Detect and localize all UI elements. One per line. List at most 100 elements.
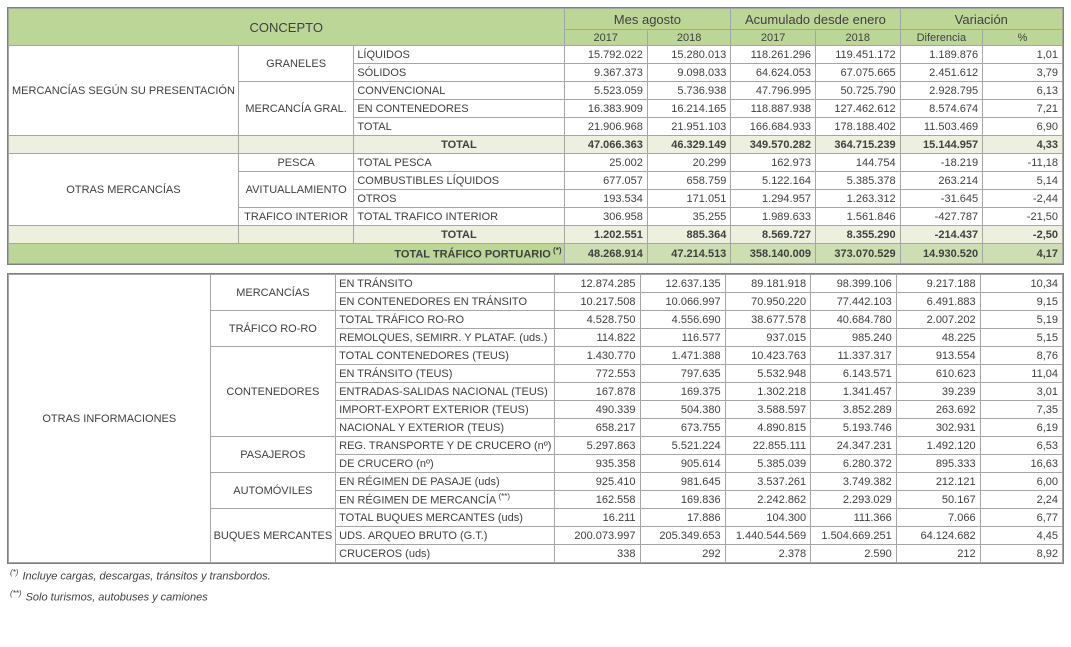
value-cell: 3.537.261 xyxy=(724,472,812,491)
value-cell: -18.219 xyxy=(899,153,984,172)
value-cell: 104.300 xyxy=(724,508,812,527)
table-row: OTRAS INFORMACIONES MERCANCÍAS EN TRÁNSITO… xyxy=(8,274,1064,563)
value-cell: 4,45 xyxy=(979,526,1064,545)
value-cell: 127.462.612 xyxy=(814,99,901,118)
value-cell: 673.755 xyxy=(639,418,726,437)
value-cell: 64.624.053 xyxy=(730,63,816,82)
value-cell: -21,50 xyxy=(982,207,1063,226)
value-cell: 263.692 xyxy=(895,400,981,419)
row-label: LÍQUIDOS xyxy=(353,45,565,64)
table-row: DE CRUCERO (nº) 935.358 905.614 5.385.039 6.… xyxy=(9,454,1064,473)
value-cell: 1.504.669.251 xyxy=(810,526,897,545)
value-cell: -427.787 xyxy=(899,207,984,226)
footnote-marker: (**) xyxy=(496,492,511,502)
value-cell: 8,92 xyxy=(979,544,1064,563)
value-cell: -31.645 xyxy=(899,189,984,208)
table-row: IMPORT-EXPORT EXTERIOR (TEUS) 490.339 504.… xyxy=(9,400,1064,419)
table-row: UDS. ARQUEO BRUTO (G.T.) 200.073.997 205.3… xyxy=(9,526,1064,545)
value-cell: 47.796.995 xyxy=(730,81,816,100)
empty-cell xyxy=(237,135,355,154)
value-cell: 9.217.188 xyxy=(895,274,981,293)
value-cell: 2.242.862 xyxy=(724,490,812,509)
value-cell: 14.930.520 xyxy=(899,243,984,264)
value-cell: 9,15 xyxy=(979,292,1064,311)
group-cell: OTRAS MERCANCÍAS xyxy=(8,153,239,226)
other-information-body: OTRAS INFORMACIONES MERCANCÍAS EN TRÁNSITO… xyxy=(8,274,1064,563)
value-cell: 5,15 xyxy=(979,328,1064,347)
value-cell: 10.423.763 xyxy=(724,346,812,365)
value-cell: 1.263.312 xyxy=(814,189,901,208)
col-header-percent: % xyxy=(982,29,1063,46)
value-cell: 17.886 xyxy=(639,508,726,527)
value-cell: 772.553 xyxy=(554,364,641,383)
value-cell: 16.211 xyxy=(554,508,641,527)
col-header-2017-month: 2017 xyxy=(563,29,648,46)
value-cell: 9.367.373 xyxy=(563,63,648,82)
value-cell: 5.523.059 xyxy=(563,81,648,100)
value-cell: 937.015 xyxy=(724,328,812,347)
subgroup-cell: TRÁFICO RO-RO xyxy=(209,310,337,347)
col-header-difference: Diferencia xyxy=(899,29,984,46)
row-label: ENTRADAS-SALIDAS NACIONAL (TEUS) xyxy=(335,382,556,401)
value-cell: 8,76 xyxy=(979,346,1064,365)
subgroup-cell: CONTENEDORES xyxy=(209,346,337,437)
value-cell: 5.193.746 xyxy=(810,418,897,437)
grand-total-label: TOTAL TRÁFICO PORTUARIO (*) xyxy=(8,243,565,264)
value-cell: 21.906.968 xyxy=(563,117,648,136)
value-cell: 3.588.597 xyxy=(724,400,812,419)
value-cell: 306.958 xyxy=(563,207,648,226)
value-cell: 5.297.863 xyxy=(554,436,641,455)
value-cell: 5.122.164 xyxy=(730,171,816,190)
value-cell: 4,33 xyxy=(982,135,1063,154)
empty-cell xyxy=(8,135,239,154)
value-cell: 2.293.029 xyxy=(810,490,897,509)
value-cell: 358.140.009 xyxy=(730,243,816,264)
value-cell: 50.725.790 xyxy=(814,81,901,100)
value-cell: -2,50 xyxy=(982,225,1063,244)
subgroup-cell: TRAFICO INTERIOR xyxy=(237,207,355,226)
row-label: TOTAL xyxy=(353,117,565,136)
value-cell: 200.073.997 xyxy=(554,526,641,545)
row-label: EN RÉGIMEN DE MERCANCÍA (**) xyxy=(335,490,556,509)
footnote-text: Solo turismos, autobuses y camiones xyxy=(25,591,208,604)
value-cell: 3,01 xyxy=(979,382,1064,401)
value-cell: 116.577 xyxy=(639,328,726,347)
value-cell: 373.070.529 xyxy=(814,243,901,264)
value-cell: 47.066.363 xyxy=(563,135,648,154)
value-cell: 364.715.239 xyxy=(814,135,901,154)
value-cell: 212 xyxy=(895,544,981,563)
value-cell: 118.887.938 xyxy=(730,99,816,118)
row-label: SÓLIDOS xyxy=(353,63,565,82)
table-row: TRÁFICO RO-RO TOTAL TRÁFICO RO-RO 4.528.75… xyxy=(9,310,1064,347)
row-label: EN CONTENEDORES xyxy=(353,99,565,118)
value-cell: 16.214.165 xyxy=(646,99,732,118)
section-total-label: TOTAL xyxy=(353,135,565,154)
traffic-summary-body: MERCANCÍAS SEGÚN SU PRESENTACIÓN GRANELES… xyxy=(8,45,1063,264)
value-cell: 6,00 xyxy=(979,472,1064,491)
value-cell: 981.645 xyxy=(639,472,726,491)
row-label: EN RÉGIMEN DE PASAJE (uds) xyxy=(335,472,556,491)
value-cell: 3,79 xyxy=(982,63,1063,82)
value-cell: 6.491.883 xyxy=(895,292,981,311)
value-cell: 985.240 xyxy=(810,328,897,347)
subgroup-cell: GRANELES xyxy=(237,45,355,82)
table-row: MERCANCÍAS SEGÚN SU PRESENTACIÓN GRANELES… xyxy=(8,45,1063,136)
value-cell: 1.189.876 xyxy=(899,45,984,64)
row-label: TOTAL CONTENEDORES (TEUS) xyxy=(335,346,556,365)
footnote-marker: (**) xyxy=(10,589,22,598)
value-cell: 10.217.508 xyxy=(554,292,641,311)
value-cell: 15.144.957 xyxy=(899,135,984,154)
value-cell: 3.749.382 xyxy=(810,472,897,491)
value-cell: 8.569.727 xyxy=(730,225,816,244)
section-total-row: TOTAL 1.202.551 885.364 8.569.727 8.355.290-… xyxy=(8,225,1063,244)
variation-group-header: Variación xyxy=(899,8,1064,30)
table-row: CRUCEROS (uds) 338 292 2.378 2.590 212 8,92 xyxy=(9,544,1064,563)
section-total-row: TOTAL 47.066.363 46.329.149 349.570.282 364.… xyxy=(8,135,1063,154)
table-header: CONCEPTO Mes agosto Acumulado desde ener… xyxy=(8,8,1064,46)
value-cell: 114.822 xyxy=(554,328,641,347)
empty-cell xyxy=(8,225,239,244)
value-cell: 1.471.388 xyxy=(639,346,726,365)
value-cell: 46.329.149 xyxy=(646,135,732,154)
value-cell: 8.355.290 xyxy=(814,225,901,244)
